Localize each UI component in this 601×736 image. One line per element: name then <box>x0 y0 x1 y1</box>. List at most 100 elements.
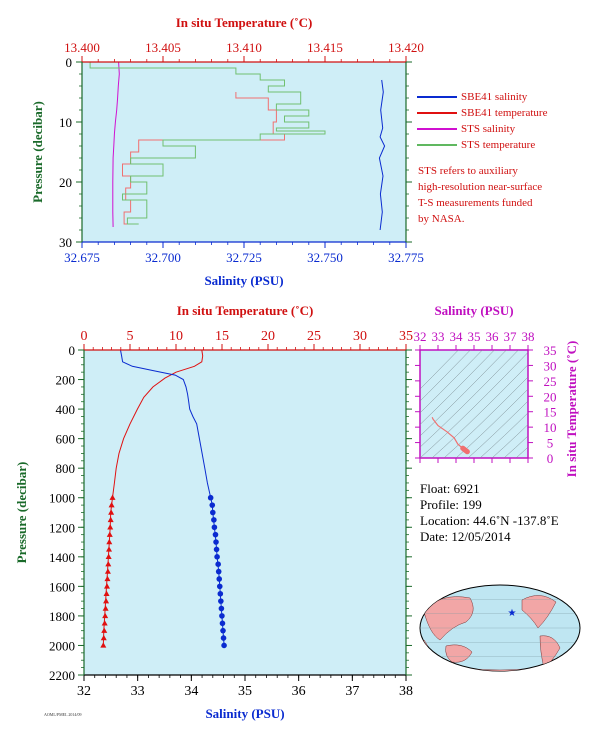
temp-tick-label: 35 <box>399 329 413 344</box>
salinity-tick-label: 32 <box>77 684 91 699</box>
triangle-marker <box>103 597 110 604</box>
location: Location: 44.6˚N -137.8˚E <box>420 513 559 528</box>
pressure-tick-label: 1000 <box>49 491 75 506</box>
salinity-tick-label: 38 <box>522 329 535 344</box>
note-line: high-resolution near-surface <box>418 181 543 193</box>
density-contour <box>420 352 528 458</box>
profile-number: Profile: 199 <box>420 497 482 512</box>
pressure-tick-label: 200 <box>56 373 76 388</box>
legend-swatch-blue <box>417 96 457 99</box>
temp-tick-label: 25 <box>544 374 557 389</box>
salinity-tick-label: 32.700 <box>145 250 181 265</box>
circle-marker <box>220 635 227 641</box>
note-line: STS refers to auxiliary <box>418 165 518 177</box>
temp-tick-label: 15 <box>544 405 557 420</box>
triangle-marker <box>108 501 115 508</box>
density-contour <box>467 400 528 458</box>
circle-marker <box>211 524 218 531</box>
series-group <box>89 62 386 231</box>
triangle-marker <box>106 531 113 537</box>
triangle-marker <box>102 612 109 619</box>
salinity-tick-label: 32.775 <box>388 250 424 265</box>
ts-top-axis-title: Salinity (PSU) <box>434 303 513 318</box>
triangle-marker <box>105 553 112 560</box>
circle-marker <box>219 613 225 619</box>
south-america-landmass <box>539 635 561 669</box>
series-sts-salinity <box>112 62 120 228</box>
temp-tick-label: 10 <box>169 329 183 344</box>
temp-tick-label: 13.420 <box>388 40 424 55</box>
temp-tick-label: 13.400 <box>64 40 100 55</box>
density-contour <box>420 350 483 414</box>
top-axis-title: In situ Temperature (˚C) <box>177 303 314 318</box>
legend-label: STS temperature <box>461 139 536 151</box>
temp-tick-label: 0 <box>547 451 554 466</box>
salinity-tick-label: 38 <box>399 684 413 699</box>
triangle-marker <box>101 620 108 626</box>
salinity-tick-label: 36 <box>486 329 500 344</box>
plot-area <box>84 350 406 675</box>
circle-marker <box>217 590 224 597</box>
triangle-marker <box>107 524 114 530</box>
salinity-tick-label: 34 <box>450 329 464 344</box>
ts-right-axis-title: In situ Temperature (˚C) <box>564 341 579 478</box>
australia-landmass <box>445 644 473 663</box>
salinity-tick-label: 32 <box>414 329 427 344</box>
legend-item-sbe41-salinity: SBE41 salinity <box>417 89 547 105</box>
world-map: ★ <box>419 584 581 672</box>
legend-swatch-red <box>417 112 457 115</box>
salinity-tick-label: 32.675 <box>64 250 100 265</box>
north-america-landmass <box>521 595 557 629</box>
pressure-tick-label: 1200 <box>49 520 75 535</box>
footer-code: AOML/PMEL 2014/09 <box>44 712 82 717</box>
note-line: by NASA. <box>418 213 465 225</box>
full-profile-chart: 0 5 10 15 20 25 30 35 32 33 34 35 36 37 38 0 200 400 600 80… <box>14 303 413 721</box>
legend-label: SBE41 temperature <box>461 107 548 119</box>
circle-marker <box>218 598 224 604</box>
triangle-marker <box>109 494 116 500</box>
density-contour <box>420 350 519 448</box>
temp-tick-label: 25 <box>307 329 321 344</box>
pressure-tick-label: 30 <box>59 235 72 250</box>
salinity-tick-label: 35 <box>468 329 481 344</box>
density-contour <box>515 446 528 458</box>
temp-tick-label: 13.415 <box>307 40 343 55</box>
ts-deep-points <box>460 445 470 455</box>
left-axis-title: Pressure (decibar) <box>14 462 29 564</box>
pressure-tick-label: 0 <box>69 343 76 358</box>
pressure-tick-label: 1600 <box>49 579 75 594</box>
circle-marker <box>213 546 220 553</box>
bottom-axis-title: Salinity (PSU) <box>204 273 283 288</box>
circle-marker <box>207 494 214 501</box>
triangle-marker <box>106 546 113 552</box>
temp-tick-label: 13.410 <box>226 40 262 55</box>
pressure-tick-label: 20 <box>59 175 72 190</box>
legend-item-sts-temperature: STS temperature <box>417 137 547 153</box>
salinity-tick-label: 34 <box>184 684 198 699</box>
pressure-tick-label: 800 <box>56 461 76 476</box>
density-contour <box>443 376 528 458</box>
triangle-marker <box>100 634 107 641</box>
plot-area <box>419 349 529 459</box>
salinity-tick-label: 33 <box>432 329 445 344</box>
circle-marker <box>220 627 226 634</box>
salinity-tick-label: 37 <box>345 684 359 699</box>
pressure-tick-label: 2200 <box>49 668 75 683</box>
density-contour <box>491 424 528 458</box>
legend-label: STS salinity <box>461 123 516 135</box>
density-contour <box>420 350 459 390</box>
temp-tick-label: 20 <box>261 329 275 344</box>
salinity-tick-label: 32.750 <box>307 250 343 265</box>
series-bottle-salinity <box>207 494 227 649</box>
pressure-tick-label: 0 <box>66 55 73 70</box>
legend-item-sts-salinity: STS salinity <box>417 121 547 137</box>
asia-landmass <box>423 596 474 641</box>
triangle-marker <box>102 605 109 611</box>
triangle-marker <box>107 516 114 523</box>
circle-marker <box>209 502 216 508</box>
series-sts-temperature <box>89 62 326 225</box>
sts-note: STS refers to auxiliary high-resolution … <box>418 163 542 227</box>
pressure-tick-label: 600 <box>56 432 76 447</box>
